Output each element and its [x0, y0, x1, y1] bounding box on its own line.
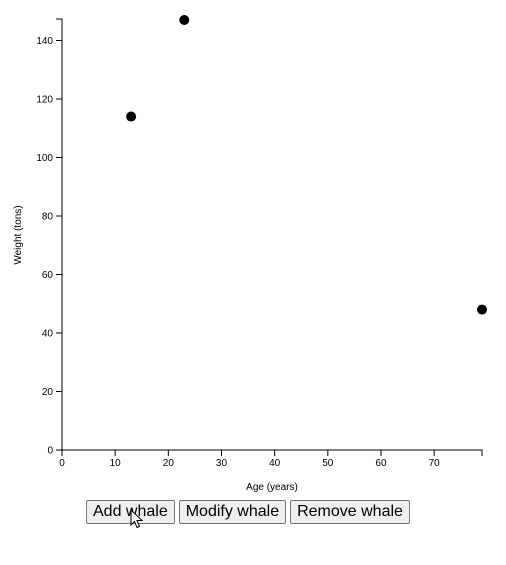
whale-controls: Add whale Modify whale Remove whale: [86, 500, 410, 524]
x-tick-label: 70: [429, 458, 441, 469]
x-tick-label: 60: [375, 458, 387, 469]
data-points: [126, 15, 487, 315]
data-point: [477, 304, 487, 315]
x-axis-title: Age (years): [246, 482, 298, 493]
y-tick-label: 120: [36, 94, 53, 105]
x-tick-label: 20: [163, 458, 175, 469]
x-axis: 0 10 20 30 40 50 60 70: [59, 449, 483, 469]
y-axis-title: Weight (tons): [13, 205, 24, 264]
add-whale-button[interactable]: Add whale: [86, 500, 175, 524]
data-point: [179, 15, 190, 25]
y-axis-line: [56, 18, 63, 451]
x-tick-label: 40: [269, 458, 281, 469]
y-tick-label: 140: [36, 36, 53, 47]
y-axis: 0 20 40 60 80 100 120 140: [36, 18, 63, 457]
x-tick-label: 0: [59, 458, 65, 469]
x-tick-label: 30: [216, 458, 228, 469]
y-tick-label: 0: [47, 446, 53, 457]
x-tick-label: 50: [322, 458, 334, 469]
x-tick-label: 10: [110, 458, 122, 469]
remove-whale-button[interactable]: Remove whale: [290, 500, 410, 524]
y-tick-label: 80: [42, 211, 54, 222]
y-tick-label: 20: [42, 387, 54, 398]
y-tick-label: 100: [36, 153, 53, 164]
modify-whale-button[interactable]: Modify whale: [178, 500, 287, 524]
y-tick-label: 60: [42, 270, 54, 281]
scatter-chart: 0 20 40 60 80 100 120 140 0 10 20 30 40 50 60 70 Age (…: [13, 15, 487, 493]
data-point: [126, 111, 137, 122]
y-tick-label: 40: [42, 328, 54, 339]
x-axis-line: [61, 449, 483, 456]
